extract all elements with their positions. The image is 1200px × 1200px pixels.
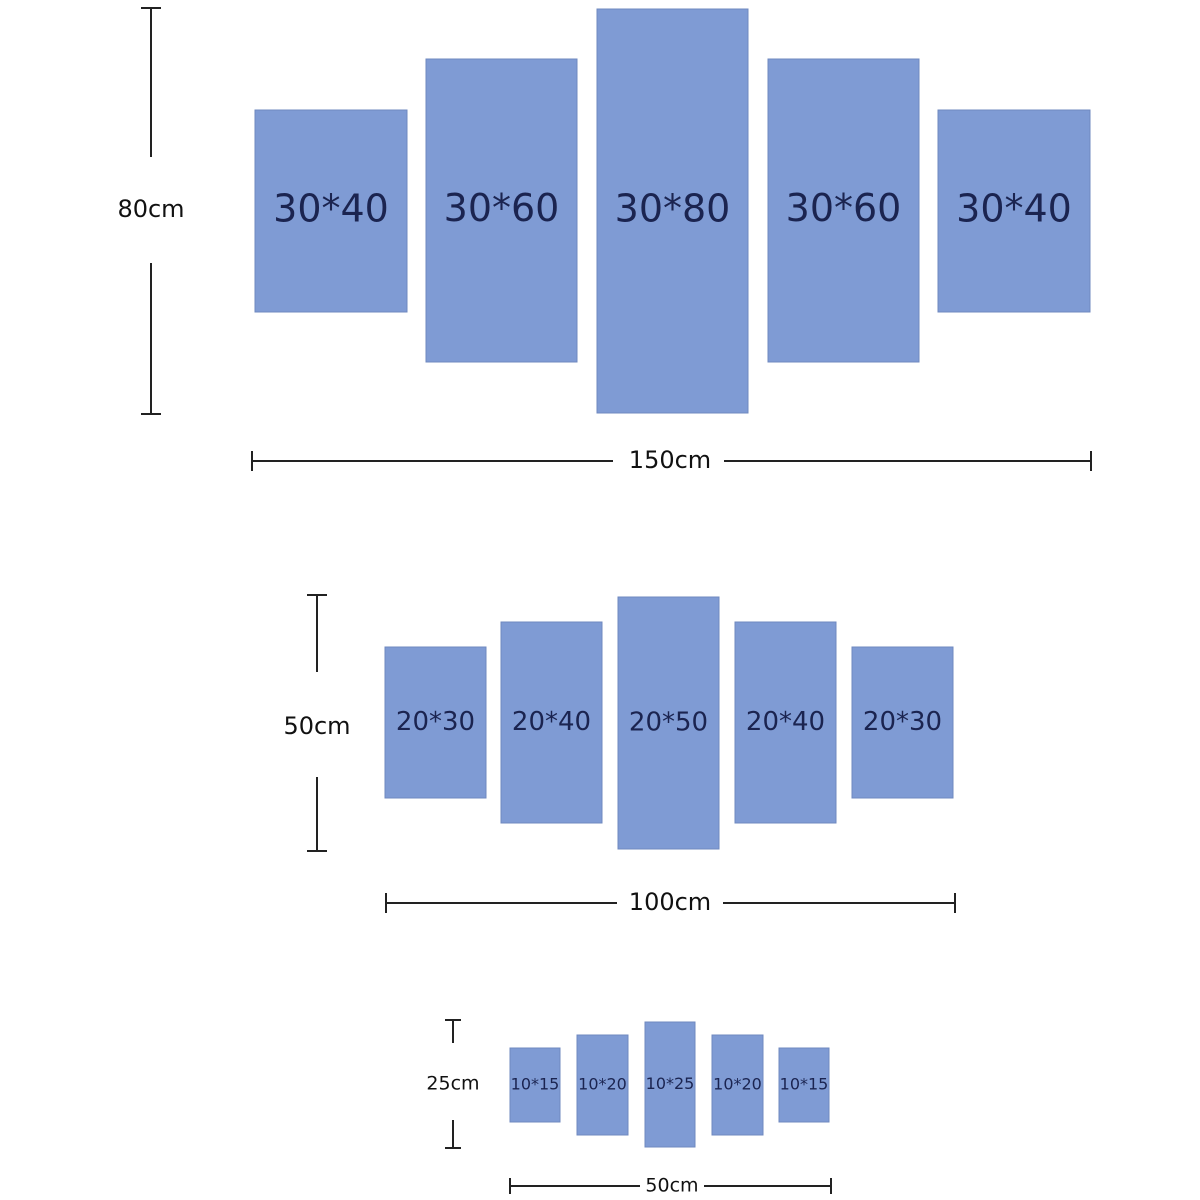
panel-label: 10*15 [511, 1075, 560, 1094]
panel [734, 621, 837, 824]
panel-label: 10*20 [578, 1075, 627, 1094]
panel [254, 109, 408, 313]
panel-label: 10*20 [713, 1075, 762, 1094]
panel-label: 20*50 [629, 708, 708, 738]
panel [937, 109, 1091, 313]
panel-label: 30*40 [956, 187, 1072, 231]
width-label: 100cm [629, 888, 711, 916]
panel [500, 621, 603, 824]
panel-label: 30*40 [273, 187, 389, 231]
panel-label: 20*40 [512, 707, 591, 737]
height-label: 80cm [117, 195, 184, 223]
width-label: 50cm [645, 1175, 698, 1197]
panel [576, 1034, 629, 1136]
panel-label: 30*60 [444, 186, 560, 230]
panel-label: 20*40 [746, 707, 825, 737]
panel [644, 1021, 696, 1148]
panel [711, 1034, 764, 1136]
panel-label: 30*60 [786, 186, 902, 230]
panel [617, 596, 720, 850]
panel [778, 1047, 830, 1123]
panel-label: 30*80 [615, 187, 731, 231]
panel [425, 58, 578, 363]
height-label: 25cm [426, 1073, 479, 1095]
panel [596, 8, 749, 414]
width-label: 150cm [629, 446, 711, 474]
panel [384, 646, 487, 799]
panel [509, 1047, 561, 1123]
panel-label: 20*30 [863, 707, 942, 737]
panel [767, 58, 920, 363]
height-label: 50cm [283, 712, 350, 740]
panel [851, 646, 954, 799]
panel-label: 10*15 [780, 1075, 829, 1094]
panel-label: 10*25 [646, 1074, 695, 1093]
panel-label: 20*30 [396, 707, 475, 737]
